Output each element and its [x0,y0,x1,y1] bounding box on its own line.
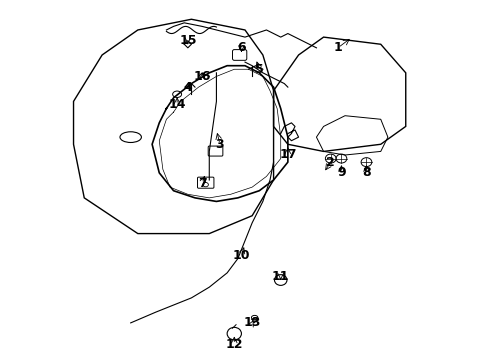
Text: 1: 1 [334,41,342,54]
Text: 7: 7 [198,177,206,190]
Text: 11: 11 [272,270,290,283]
Text: 8: 8 [362,166,371,179]
Text: 3: 3 [216,138,224,151]
Text: 15: 15 [179,34,196,47]
Text: 14: 14 [169,99,186,112]
Text: 9: 9 [337,166,346,179]
Text: 5: 5 [255,63,264,76]
Text: 13: 13 [244,316,261,329]
Text: 17: 17 [279,148,296,162]
Text: 6: 6 [237,41,246,54]
Text: 4: 4 [183,81,192,94]
Text: 16: 16 [194,70,211,83]
Text: 2: 2 [326,156,335,168]
Text: 10: 10 [233,248,250,261]
Text: 12: 12 [225,338,243,351]
